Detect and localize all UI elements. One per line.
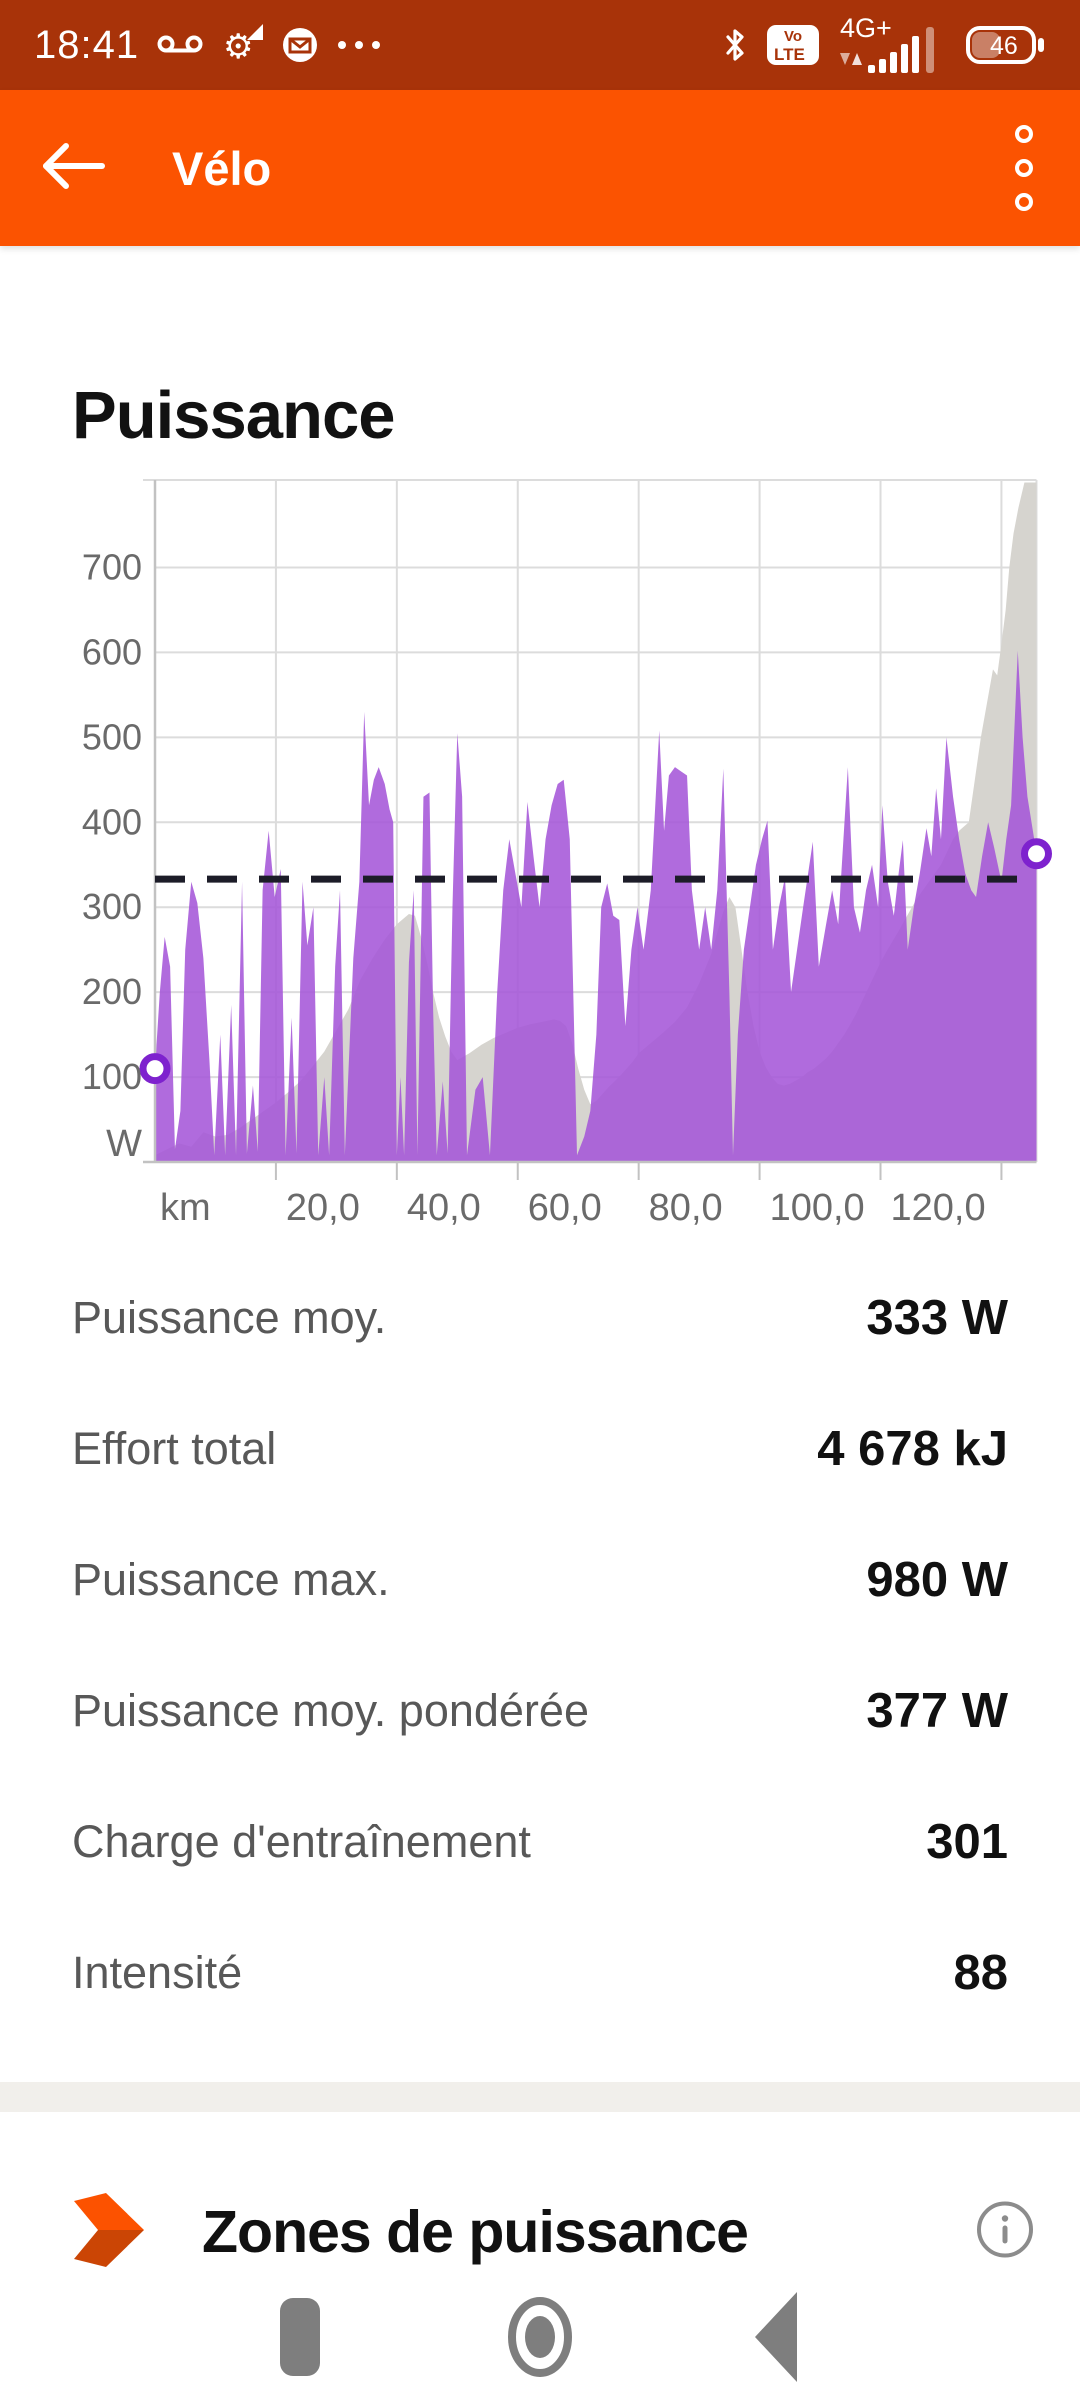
stat-label: Effort total — [72, 1422, 277, 1474]
battery-indicator: 46 — [966, 24, 1046, 66]
power-area — [155, 650, 1037, 1162]
svg-text:4G+: 4G+ — [840, 13, 892, 43]
power-area-chart[interactable]: 700 600 500 400 300 200 100 Wkm 20,0 40,0 60,0 80,0… — [0, 450, 1080, 1260]
stat-value: 980 W — [866, 1552, 1008, 1607]
volte-badge: Vo LTE — [766, 22, 820, 68]
home-circle-icon[interactable] — [480, 2284, 600, 2390]
stat-label: Charge d'entraînement — [72, 1815, 531, 1867]
svg-text:Vo: Vo — [784, 28, 802, 45]
info-icon[interactable] — [974, 2199, 1036, 2266]
stat-value: 4 678 kJ — [817, 1421, 1008, 1476]
circled-envelope-icon — [281, 26, 319, 64]
y-tick-label: 200 — [82, 971, 142, 1012]
signal-bars: 4G+ — [838, 13, 948, 77]
svg-text:LTE: LTE — [774, 45, 805, 64]
stat-row: Charge d'entraînement 301 — [0, 1776, 1080, 1907]
stat-label: Puissance max. — [72, 1553, 390, 1605]
stat-row: Effort total 4 678 kJ — [0, 1383, 1080, 1514]
start-marker — [139, 1053, 171, 1085]
y-tick-label: 400 — [82, 801, 142, 842]
section-heading: Puissance — [72, 377, 395, 453]
clock-time: 18:41 — [34, 22, 140, 67]
y-tick-label: 600 — [82, 631, 142, 672]
zones-section-header[interactable]: Zones de puissance — [0, 2180, 1080, 2284]
stat-value: 88 — [953, 1945, 1008, 2000]
power-stats-list: Puissance moy. 333 W Effort total 4 678 kJ P… — [0, 1252, 1080, 2038]
y-axis-unit-label: W — [106, 1123, 142, 1165]
stat-row: Puissance moy. pondérée 377 W — [0, 1645, 1080, 1776]
page-title: Vélo — [172, 141, 272, 195]
back-arrow-icon[interactable] — [40, 142, 106, 195]
end-marker — [1021, 838, 1052, 870]
x-tick-label: 120,0 — [891, 1187, 986, 1229]
voicemail-icon — [157, 32, 203, 58]
more-notifications-dots — [337, 40, 381, 50]
x-tick-label: 100,0 — [770, 1187, 865, 1229]
stat-row: Puissance max. 980 W — [0, 1514, 1080, 1645]
android-nav-bar — [0, 2284, 1080, 2400]
stat-label: Puissance moy. pondérée — [72, 1684, 589, 1736]
y-tick-label: 100 — [82, 1056, 142, 1097]
stat-row: Intensité 88 — [0, 1907, 1080, 2038]
stat-value: 333 W — [866, 1290, 1008, 1345]
gear-notification-icon: ⚙ — [221, 24, 264, 66]
x-tick-label: 40,0 — [407, 1187, 481, 1229]
stat-label: Puissance moy. — [72, 1291, 387, 1343]
y-tick-label: 700 — [82, 546, 142, 587]
zones-section-title: Zones de puissance — [202, 2199, 749, 2265]
y-tick-label: 500 — [82, 716, 142, 757]
strava-chevron-icon — [72, 2192, 144, 2272]
stat-value: 301 — [926, 1814, 1008, 1869]
stat-row: Puissance moy. 333 W — [0, 1252, 1080, 1383]
section-divider — [0, 2082, 1080, 2112]
x-tick-label: 60,0 — [528, 1187, 602, 1229]
y-tick-label: 300 — [82, 886, 142, 927]
svg-text:⚙: ⚙ — [223, 27, 253, 66]
stat-label: Intensité — [72, 1946, 243, 1998]
x-tick-label: 20,0 — [286, 1187, 360, 1229]
recents-square-icon[interactable] — [240, 2284, 360, 2390]
back-triangle-icon[interactable] — [716, 2284, 836, 2390]
stat-value: 377 W — [866, 1683, 1008, 1738]
bluetooth-icon — [724, 27, 748, 63]
status-bar: 18:41 ⚙ — [0, 0, 1080, 90]
overflow-menu-icon[interactable] — [1012, 90, 1036, 246]
x-tick-label: 80,0 — [649, 1187, 723, 1229]
battery-percent-text: 46 — [990, 32, 1018, 60]
app-bar: Vélo — [0, 90, 1080, 246]
x-axis-unit-label: km — [160, 1187, 211, 1229]
